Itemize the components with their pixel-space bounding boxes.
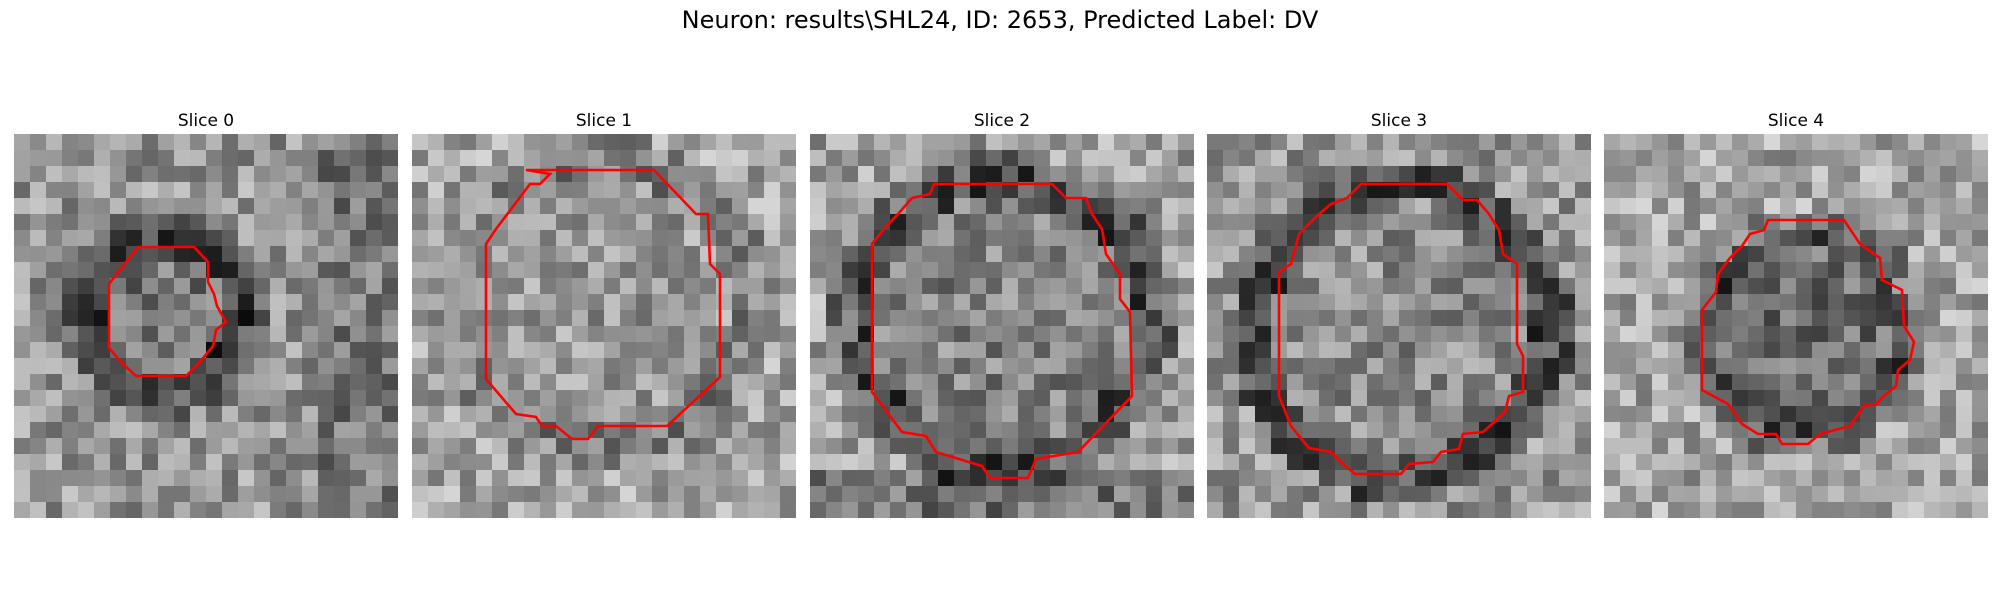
slice-panel-4: Slice 4 [1604,108,1988,518]
slice-panel-1: Slice 1 [412,108,796,518]
slice-image [1604,134,1988,518]
roi-contour [1277,182,1525,476]
slice-panel-2: Slice 2 [810,108,1194,518]
roi-contour [1700,218,1916,446]
slice-image [1207,134,1591,518]
roi-contour [870,182,1134,480]
slice-title: Slice 2 [973,111,1031,131]
slice-title: Slice 0 [177,111,235,131]
slice-panel-3: Slice 3 [1207,108,1591,518]
slice-title: Slice 3 [1370,111,1428,131]
slice-image [810,134,1194,518]
slice-title: Slice 1 [575,111,633,131]
figure-title: Neuron: results\SHL24, ID: 2653, Predict… [681,6,1319,34]
slice-image [14,134,398,518]
slice-image [412,134,796,518]
slice-panel-0: Slice 0 [14,108,398,518]
roi-contour [484,168,722,441]
slice-title: Slice 4 [1767,111,1825,131]
roi-contour [107,245,228,378]
